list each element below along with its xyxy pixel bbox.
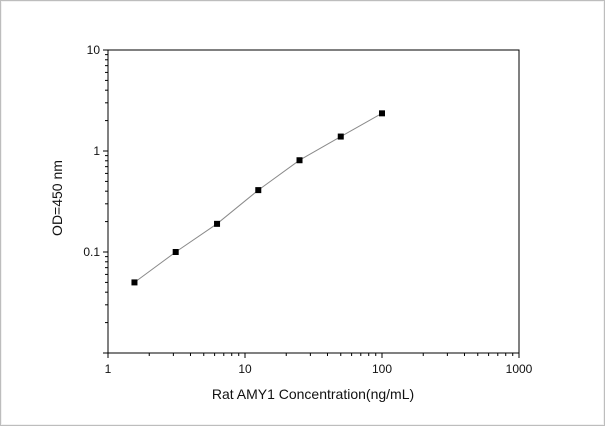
data-point: [131, 279, 138, 286]
x-tick-label: 1: [105, 362, 112, 376]
fit-line: [134, 112, 383, 283]
y-tick-label: 1: [93, 144, 100, 158]
data-point: [337, 133, 344, 140]
data-point: [214, 220, 221, 227]
x-axis-title: Rat AMY1 Concentration(ng/mL): [212, 386, 414, 402]
ticks: 1 10 100 1000 0.1 1 10: [83, 43, 532, 376]
axes: [107, 49, 520, 354]
plot-frame: [107, 49, 520, 354]
data-point: [379, 110, 385, 117]
x-tick-label: 10: [238, 362, 252, 376]
y-tick-label: 10: [87, 43, 101, 57]
data-point: [172, 249, 179, 255]
data-point: [296, 157, 303, 164]
data-series: [131, 110, 385, 286]
x-tick-label: 1000: [506, 362, 533, 376]
y-tick-label: 0.1: [83, 245, 100, 259]
x-tick-label: 100: [372, 362, 392, 376]
y-axis-title: OD=450 nm: [49, 160, 65, 236]
data-point: [255, 187, 262, 194]
